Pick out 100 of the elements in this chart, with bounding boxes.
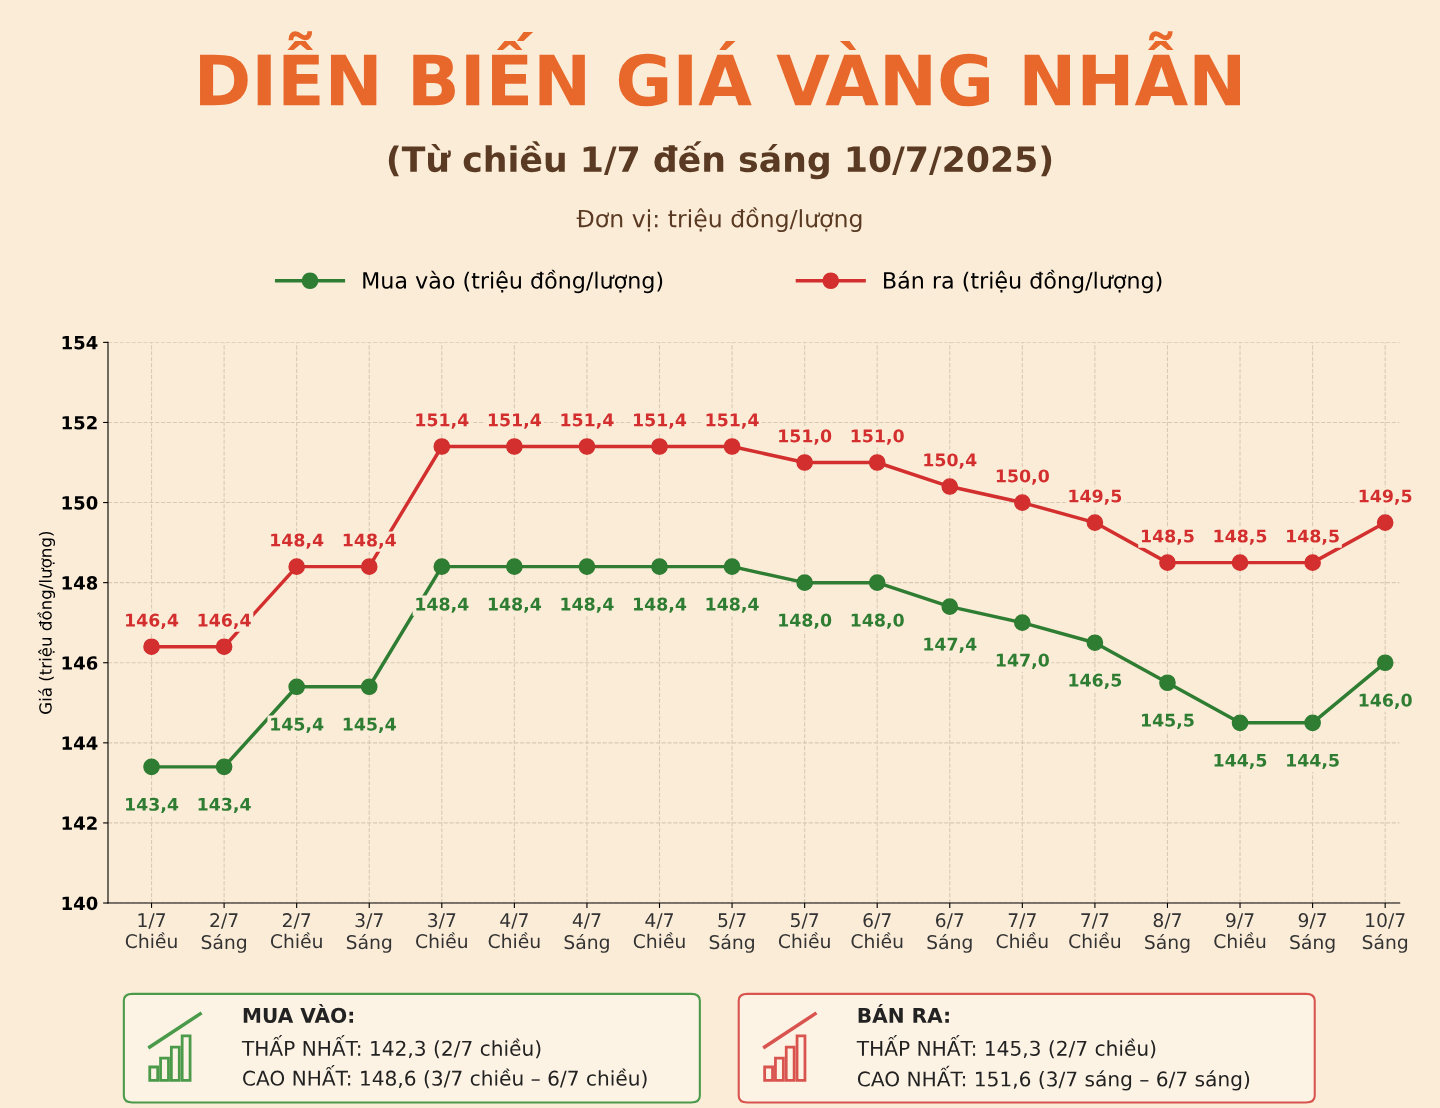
data-label: 144,5: [1214, 753, 1267, 770]
y-tick-label: 152: [62, 415, 97, 430]
x-tick-label: 5/7 Chiều: [778, 913, 830, 949]
data-label: 151,4: [416, 413, 469, 429]
point: [506, 558, 523, 575]
x-tick-label: 7/7 Chiều: [996, 913, 1048, 949]
text: BÁN RA:: [858, 1004, 949, 1023]
data-label: 148,0: [779, 613, 832, 629]
x-tick-label: 7/7 Chiều: [1069, 913, 1120, 949]
x-tick-label: 1/7 Chiều: [125, 913, 177, 949]
point: [1304, 714, 1321, 732]
data-label: 145,4: [271, 717, 324, 733]
point: [1014, 494, 1031, 511]
x-tick-label: 3/7 Chiều: [416, 913, 467, 949]
point: [868, 574, 886, 591]
data-label: 151,0: [851, 429, 904, 445]
data-label: 146,5: [1069, 673, 1122, 689]
point: [360, 558, 378, 575]
point: [288, 558, 306, 575]
chart-title: DIỄN BIẾN GIÁ VÀNG NHẪN: [200, 31, 1240, 107]
data-label: 149,5: [1359, 489, 1412, 505]
data-label: 147,0: [996, 653, 1049, 669]
point: [1231, 714, 1249, 732]
point: [433, 438, 451, 455]
point: [506, 438, 523, 455]
data-label: 151,0: [779, 429, 832, 445]
point: [1086, 514, 1104, 531]
y-axis-title: Giá (triệu đồng/lượng): [37, 532, 56, 714]
point: [433, 558, 451, 575]
y-tick-label: 142: [62, 816, 97, 830]
point: [941, 598, 959, 616]
point: [288, 678, 306, 696]
y-tick-label: 140: [62, 896, 98, 911]
point: [215, 758, 233, 776]
point: [868, 454, 886, 471]
data-label: 148,4: [706, 597, 759, 613]
point: [143, 758, 160, 776]
text: THẤP NHẤT: 142,3 (2/7 chiều): [241, 1034, 541, 1059]
text: THẤP NHẤT: 145,3 (2/7 chiều): [856, 1034, 1156, 1059]
data-label: 151,4: [706, 413, 759, 429]
point: [1304, 554, 1321, 571]
text: CAO NHẤT: 151,6 (3/7 sáng – 6/7 sáng): [857, 1065, 1250, 1091]
point: [1014, 614, 1031, 632]
data-label: 143,4: [198, 797, 251, 814]
x-tick-label: 3/7 Sáng: [346, 913, 392, 953]
x-tick-label: 9/7 Chiều: [1214, 913, 1266, 949]
x-tick-label: 2/7 Chiều: [270, 913, 322, 949]
text: CAO NHẤT: 148,6 (3/7 chiều – 6/7 chiều): [243, 1064, 647, 1089]
x-tick-label: 8/7 Sáng: [1145, 913, 1190, 953]
text: MUA VÀO:: [243, 1004, 354, 1023]
data-label: 150,4: [924, 453, 977, 469]
point: [1376, 514, 1394, 531]
data-label: 148,5: [1214, 529, 1267, 545]
point: [723, 438, 741, 455]
x-tick-label: 4/7 Sáng: [564, 913, 609, 953]
y-tick-label: 150: [62, 496, 98, 510]
data-label: 144,5: [1287, 753, 1339, 770]
point: [1159, 554, 1176, 571]
data-label: 149,5: [1069, 489, 1122, 505]
data-label: 147,4: [924, 637, 977, 653]
point: [143, 638, 160, 656]
data-label: 143,4: [126, 797, 179, 814]
point: [651, 558, 668, 575]
data-label: 145,4: [343, 717, 396, 733]
data-label: 145,5: [1141, 713, 1194, 729]
data-label: 151,4: [634, 413, 687, 429]
point: [796, 454, 813, 471]
data-label: 146,4: [126, 613, 179, 629]
data-label: 150,0: [996, 469, 1049, 485]
point: [1376, 654, 1394, 672]
point: [651, 438, 668, 455]
data-label: 148,5: [1287, 529, 1339, 545]
data-label: 146,4: [198, 613, 251, 629]
legend-label: Bán ra (triệu đồng/lượng): [884, 269, 1162, 294]
y-tick-label: 144: [62, 736, 98, 750]
chart-subtitle: (Từ chiều 1/7 đến sáng 10/7/2025): [388, 141, 1052, 180]
data-label: 148,0: [851, 613, 904, 629]
data-label: 148,4: [561, 597, 614, 613]
point: [578, 558, 596, 575]
x-tick-label: 10/7 Sáng: [1362, 913, 1408, 953]
point: [796, 574, 813, 591]
data-label: 151,4: [488, 413, 542, 429]
x-tick-label: 4/7 Chiều: [488, 913, 540, 949]
point: [1159, 674, 1176, 692]
point: [1231, 554, 1249, 571]
data-label: 148,4: [634, 597, 687, 613]
x-tick-label: 2/7 Sáng: [201, 913, 246, 953]
point: [1086, 634, 1104, 652]
data-label: 148,4: [343, 533, 396, 549]
data-label: 148,4: [271, 533, 324, 549]
y-tick-label: 154: [62, 336, 98, 350]
x-tick-label: 6/7 Chiều: [851, 913, 903, 949]
point: [215, 638, 233, 656]
y-tick-label: 148: [62, 576, 98, 590]
point: [723, 558, 741, 575]
x-tick-label: 4/7 Chiều: [633, 913, 685, 949]
point: [941, 478, 959, 495]
text: Đơn vị: triệu đồng/lượng: [576, 207, 862, 233]
x-tick-label: 6/7 Sáng: [927, 913, 972, 953]
data-label: 148,4: [488, 597, 542, 613]
